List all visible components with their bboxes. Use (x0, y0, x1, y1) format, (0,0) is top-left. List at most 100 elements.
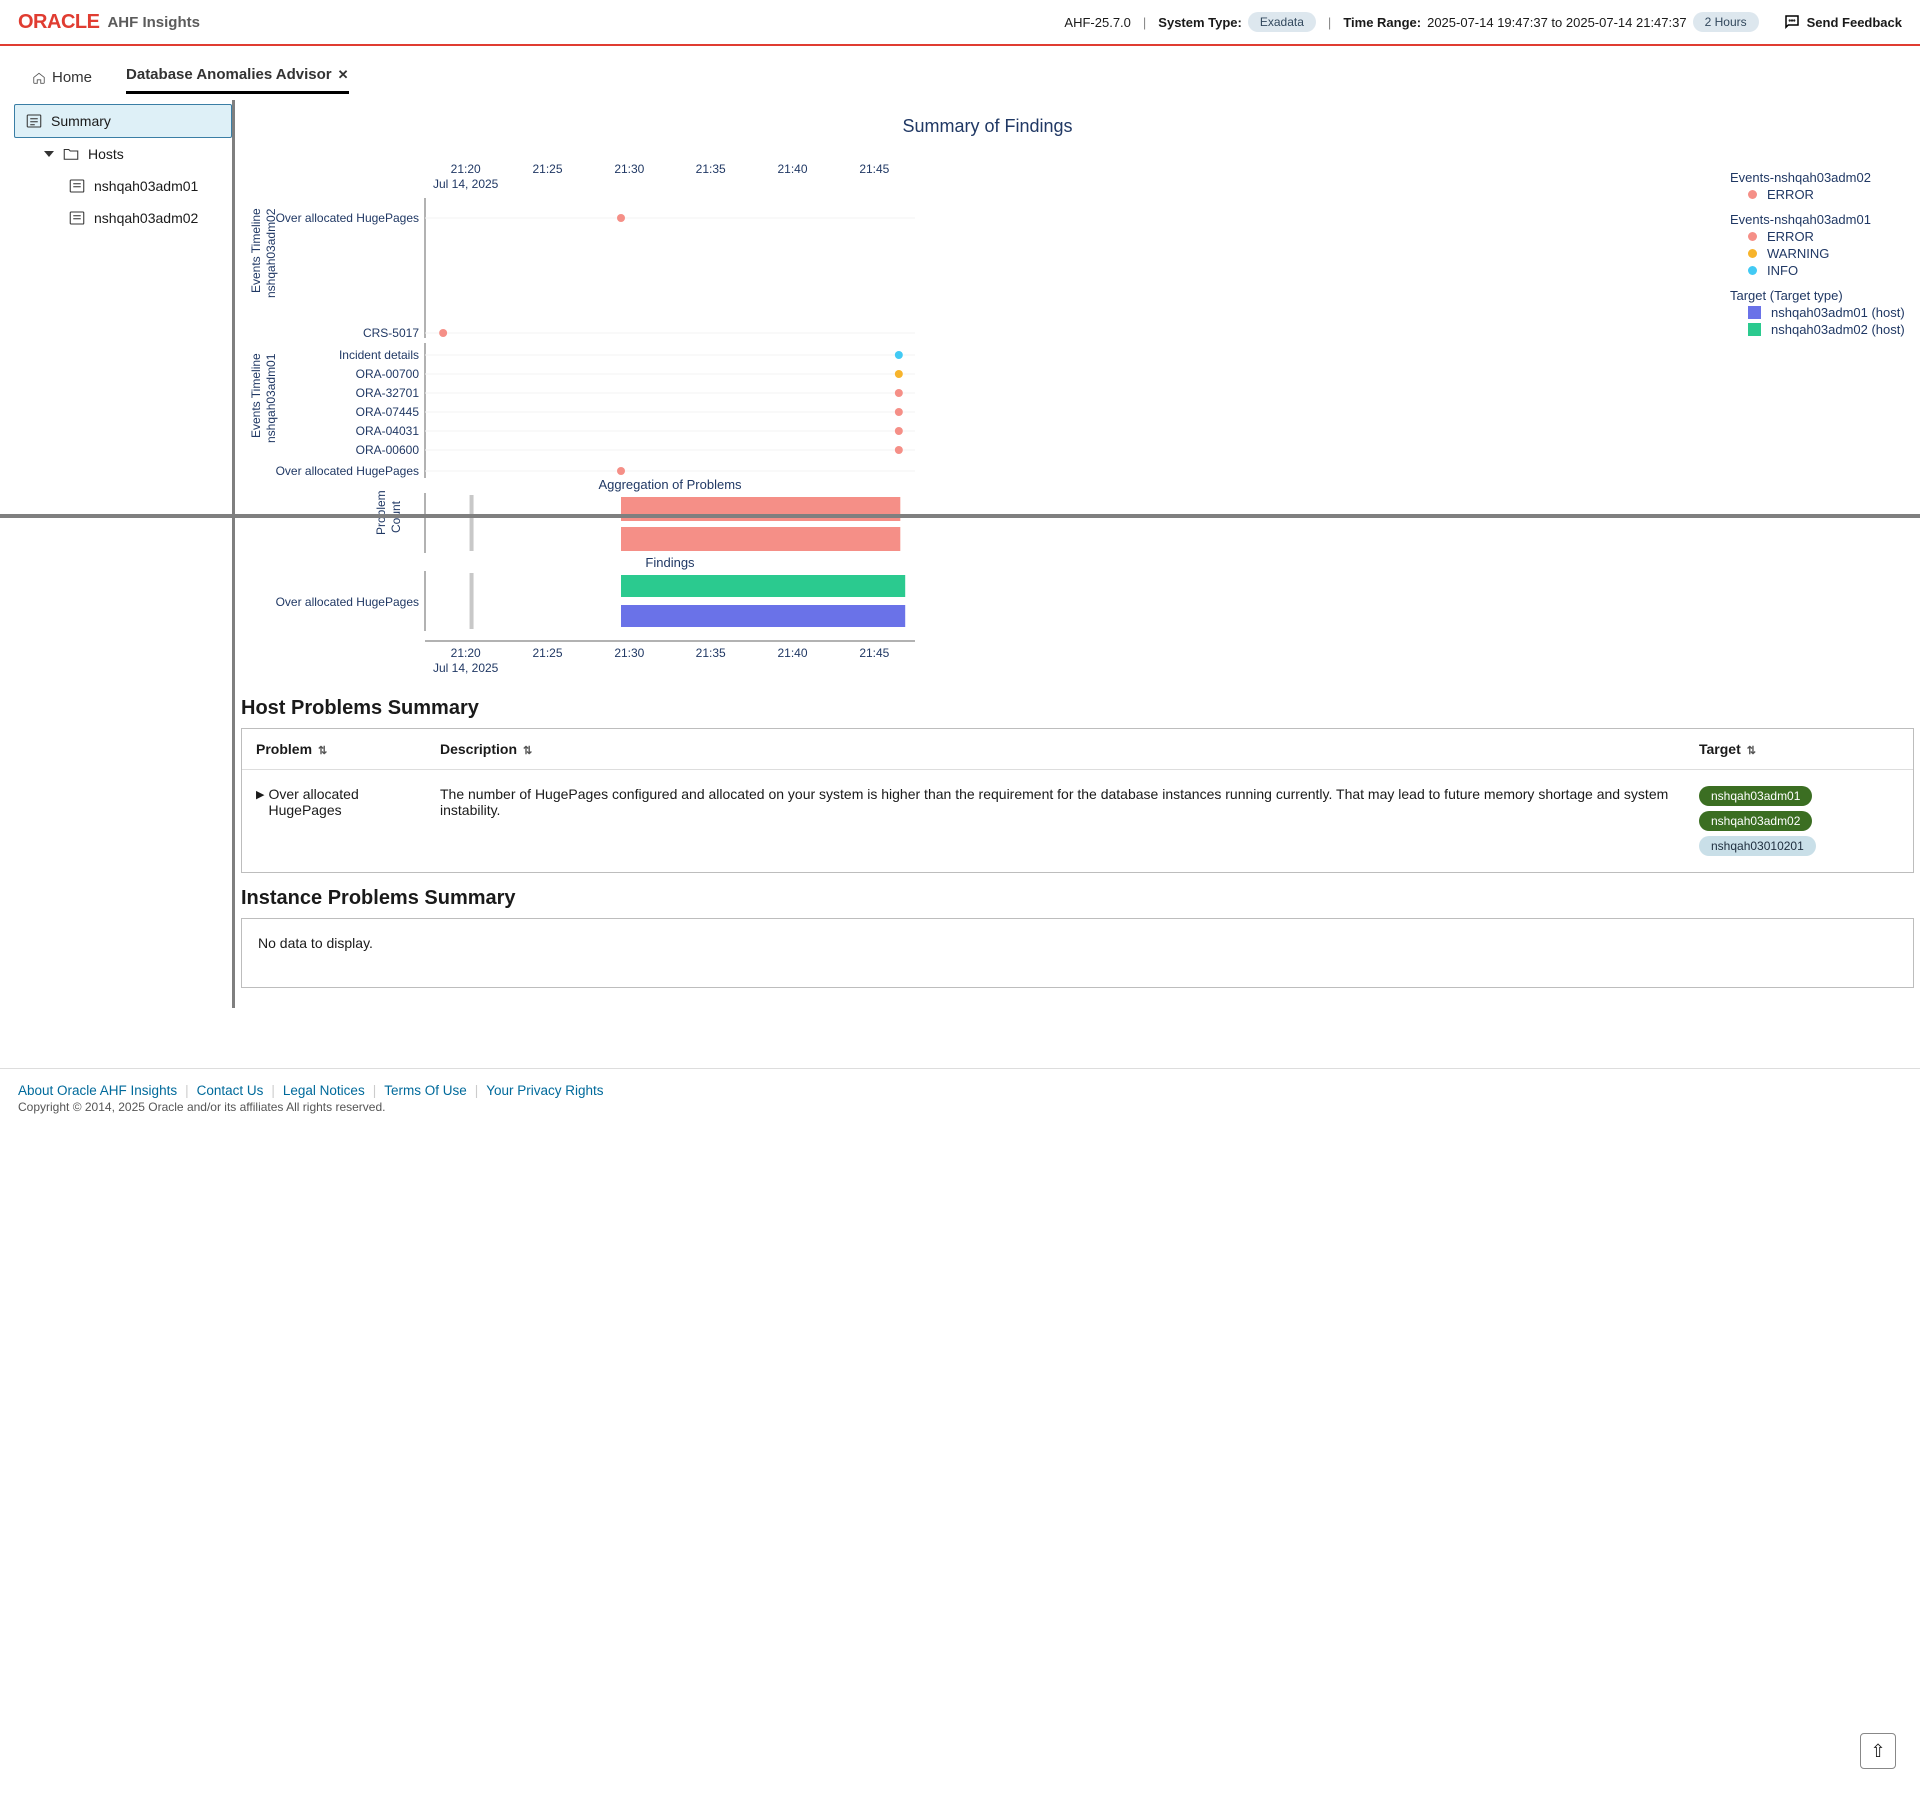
product-name: AHF Insights (107, 14, 200, 31)
sidebar-host-1-label: nshqah03adm02 (94, 210, 198, 226)
send-feedback-button[interactable]: Send Feedback (1783, 13, 1902, 31)
duration-pill[interactable]: 2 Hours (1693, 12, 1759, 32)
svg-text:21:40: 21:40 (777, 162, 807, 176)
legend-g3-title: Target (Target type) (1730, 288, 1910, 303)
svg-text:21:45: 21:45 (859, 162, 889, 176)
sidebar: Summary Hosts nshqah03adm01 nshqah03adm0… (0, 100, 235, 1008)
sidebar-item-hosts[interactable]: Hosts (14, 138, 232, 170)
footer: About Oracle AHF Insights|Contact Us|Leg… (0, 1068, 1920, 1144)
svg-text:Over allocated HugePages: Over allocated HugePages (276, 595, 419, 609)
system-type-pill[interactable]: Exadata (1248, 12, 1316, 32)
table-row: ▶ Over allocated HugePages The number of… (242, 770, 1913, 872)
instance-problems-empty: No data to display. (241, 918, 1914, 988)
col-description-header[interactable]: Description⇅ (416, 741, 1699, 757)
legend-label: INFO (1767, 263, 1798, 278)
col-target-header[interactable]: Target⇅ (1699, 741, 1899, 757)
target-badge[interactable]: nshqah03adm02 (1699, 811, 1812, 831)
header-meta: AHF-25.7.0 | System Type: Exadata | Time… (1064, 12, 1902, 32)
svg-text:ORA-00700: ORA-00700 (356, 367, 420, 381)
brand-logo: ORACLE (18, 11, 99, 34)
scroll-top-button[interactable]: ⇧ (1860, 1733, 1896, 1769)
legend-item[interactable]: WARNING (1748, 246, 1910, 261)
target-badge[interactable]: nshqah03adm01 (1699, 786, 1812, 806)
horizontal-splitter[interactable] (0, 514, 1920, 518)
chart-legend: Events-nshqah03adm02 ERROR Events-nshqah… (1730, 106, 1910, 683)
host-problems-table: Problem⇅ Description⇅ Target⇅ ▶ Over all… (241, 728, 1914, 873)
legend-item[interactable]: nshqah03adm02 (host) (1748, 322, 1910, 337)
target-cell: nshqah03adm01 nshqah03adm02 nshqah03010201 (1699, 786, 1899, 856)
tabs-row: Home Database Anomalies Advisor ✕ (0, 58, 1920, 94)
problem-cell: Over allocated HugePages (268, 786, 416, 818)
sidebar-item-host-1[interactable]: nshqah03adm02 (14, 202, 232, 234)
svg-text:Events Timeline: Events Timeline (249, 353, 263, 438)
description-cell: The number of HugePages configured and a… (416, 786, 1699, 818)
tab-home-label: Home (52, 69, 92, 86)
svg-text:21:25: 21:25 (532, 162, 562, 176)
col-problem-header[interactable]: Problem⇅ (256, 741, 416, 757)
svg-text:ORA-32701: ORA-32701 (356, 386, 420, 400)
tab-close-icon[interactable]: ✕ (338, 67, 349, 83)
legend-label: nshqah03adm01 (host) (1771, 305, 1905, 320)
legend-item[interactable]: nshqah03adm01 (host) (1748, 305, 1910, 320)
sidebar-host-0-label: nshqah03adm01 (94, 178, 198, 194)
folder-icon (62, 145, 80, 163)
tab-advisor-label: Database Anomalies Advisor (126, 66, 332, 83)
svg-text:Findings: Findings (645, 555, 695, 570)
legend-marker (1748, 266, 1757, 275)
svg-text:Aggregation of Problems: Aggregation of Problems (598, 477, 742, 492)
svg-text:21:40: 21:40 (777, 646, 807, 660)
svg-text:Over allocated HugePages: Over allocated HugePages (276, 211, 419, 225)
expand-icon[interactable]: ▶ (256, 788, 264, 801)
tab-advisor[interactable]: Database Anomalies Advisor ✕ (126, 58, 349, 94)
svg-text:21:30: 21:30 (614, 162, 644, 176)
footer-link[interactable]: Contact Us (197, 1083, 264, 1098)
svg-text:21:45: 21:45 (859, 646, 889, 660)
sort-icon: ⇅ (1747, 744, 1756, 757)
system-type-label: System Type: (1158, 15, 1242, 30)
footer-link[interactable]: About Oracle AHF Insights (18, 1083, 177, 1098)
legend-item[interactable]: ERROR (1748, 229, 1910, 244)
target-badge[interactable]: nshqah03010201 (1699, 836, 1816, 856)
home-icon (32, 71, 46, 85)
svg-text:ORA-00600: ORA-00600 (356, 443, 420, 457)
time-range-label: Time Range: (1343, 15, 1421, 30)
svg-text:21:35: 21:35 (696, 162, 726, 176)
svg-text:21:20: 21:20 (451, 646, 481, 660)
svg-text:Incident details: Incident details (339, 348, 419, 362)
svg-text:CRS-5017: CRS-5017 (363, 326, 419, 340)
legend-marker (1748, 249, 1757, 258)
svg-text:Over allocated HugePages: Over allocated HugePages (276, 464, 419, 478)
svg-text:nshqah03adm01: nshqah03adm01 (264, 353, 278, 443)
svg-text:21:35: 21:35 (696, 646, 726, 660)
caret-down-icon (44, 149, 54, 159)
footer-link[interactable]: Terms Of Use (384, 1083, 467, 1098)
timeline-chart: 21:20 21:25 21:30 21:35 21:40 21:45 Jul 14, 20… (245, 143, 935, 683)
legend-label: nshqah03adm02 (host) (1771, 322, 1905, 337)
sort-icon: ⇅ (318, 744, 327, 757)
host-icon (68, 177, 86, 195)
footer-link[interactable]: Legal Notices (283, 1083, 365, 1098)
host-icon (68, 209, 86, 227)
footer-link[interactable]: Your Privacy Rights (486, 1083, 603, 1098)
top-header: ORACLE AHF Insights AHF-25.7.0 | System … (0, 0, 1920, 46)
sidebar-summary-label: Summary (51, 113, 111, 129)
legend-label: ERROR (1767, 187, 1814, 202)
legend-marker (1748, 190, 1757, 199)
time-range-value: 2025-07-14 19:47:37 to 2025-07-14 21:47:… (1427, 15, 1687, 30)
sidebar-item-host-0[interactable]: nshqah03adm01 (14, 170, 232, 202)
legend-item[interactable]: INFO (1748, 263, 1910, 278)
legend-marker (1748, 306, 1761, 319)
legend-item[interactable]: ERROR (1748, 187, 1910, 202)
svg-text:21:25: 21:25 (532, 646, 562, 660)
host-problems-title: Host Problems Summary (235, 683, 1920, 728)
svg-text:ORA-07445: ORA-07445 (356, 405, 420, 419)
svg-text:Jul 14, 2025: Jul 14, 2025 (433, 661, 499, 675)
copyright: Copyright © 2014, 2025 Oracle and/or its… (18, 1100, 1902, 1114)
sidebar-item-summary[interactable]: Summary (14, 104, 232, 138)
tab-home[interactable]: Home (32, 61, 92, 94)
legend-label: ERROR (1767, 229, 1814, 244)
sidebar-hosts-label: Hosts (88, 146, 124, 162)
version-label: AHF-25.7.0 (1064, 15, 1130, 30)
legend-marker (1748, 323, 1761, 336)
legend-g2-title: Events-nshqah03adm01 (1730, 212, 1910, 227)
